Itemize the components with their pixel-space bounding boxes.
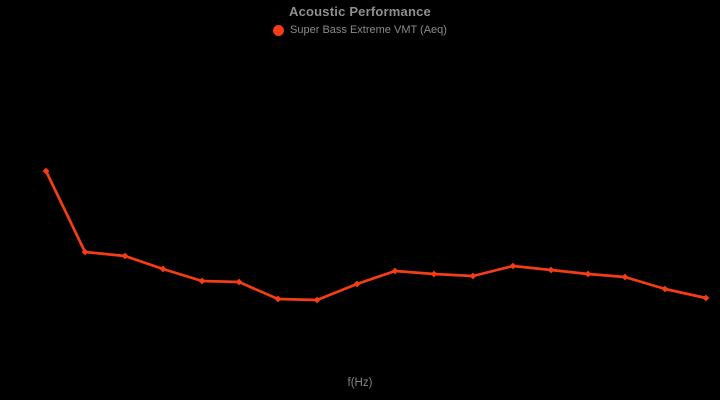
data-point-marker (469, 272, 477, 280)
x-axis-label: f(Hz) (347, 377, 373, 389)
chart-title: Acoustic Performance (289, 4, 431, 19)
data-point-marker (121, 252, 129, 260)
data-point-marker (430, 270, 438, 278)
data-point-marker (274, 295, 282, 303)
data-point-marker (313, 296, 321, 304)
legend: Super Bass Extreme VMT (Aeq) (0, 24, 720, 36)
legend-circle-icon (273, 24, 285, 36)
data-point-marker (391, 267, 399, 275)
data-point-marker (42, 167, 50, 175)
series-line (44, 169, 708, 302)
data-point-marker (235, 278, 243, 286)
data-point-marker (547, 266, 555, 274)
legend-label: Super Bass Extreme VMT (Aeq) (290, 24, 447, 36)
legend-item-super-bass-extreme-vmt[interactable]: Super Bass Extreme VMT (Aeq) (273, 24, 447, 36)
data-point-marker (661, 285, 669, 293)
data-point-marker (198, 277, 206, 285)
data-point-marker (702, 294, 710, 302)
data-point-marker (159, 265, 167, 273)
data-point-marker (81, 248, 89, 256)
data-point-marker (621, 273, 629, 281)
data-point-marker (353, 280, 361, 288)
data-point-marker (584, 270, 592, 278)
data-point-marker (509, 262, 517, 270)
